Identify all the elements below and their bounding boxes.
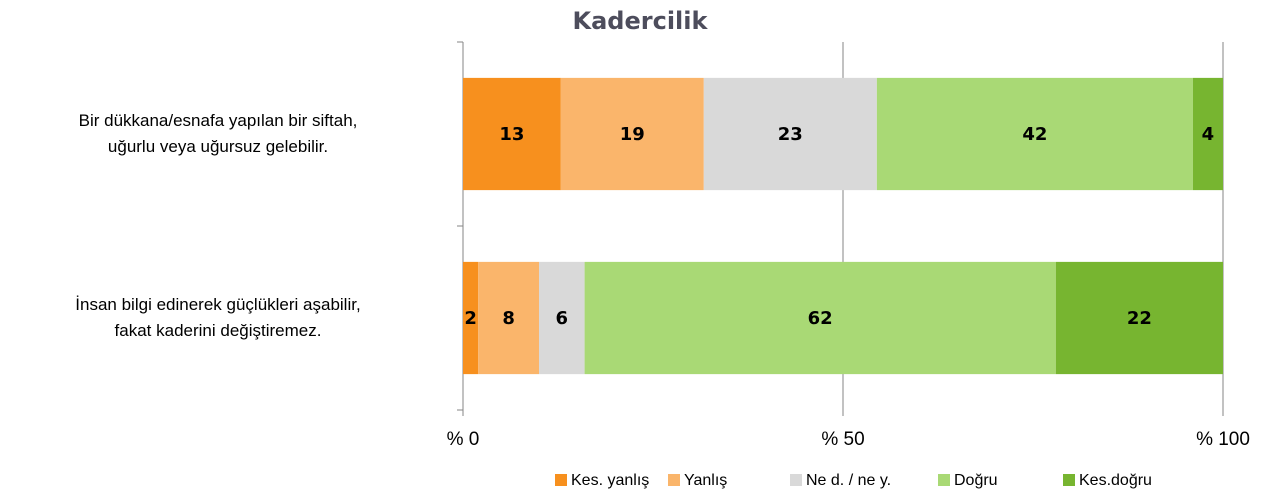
bar-segment [584, 261, 1056, 375]
legend-swatch [938, 474, 950, 486]
data-label: 6 [556, 308, 569, 329]
data-label: 13 [499, 124, 524, 145]
data-label: 23 [778, 124, 803, 145]
legend-label: Ne d. / ne y. [806, 472, 891, 489]
legend-label: Yanlış [684, 472, 727, 489]
y-tick-label: Bir dükkana/esnafa yapılan bir siftah, u… [78, 111, 358, 156]
legend-label: Kes.doğru [1079, 472, 1152, 489]
x-tick-label: % 100 [1196, 429, 1250, 450]
data-label: 19 [620, 124, 645, 145]
data-label: 2 [464, 308, 477, 329]
legend-swatch [790, 474, 802, 486]
bar-segment [539, 261, 585, 375]
data-label: 42 [1022, 124, 1047, 145]
bar-segment [463, 77, 561, 191]
x-tick-label: % 50 [821, 429, 864, 450]
legend-label: Doğru [954, 472, 998, 489]
data-label: 4 [1202, 124, 1215, 145]
chart-title: Kadercilik [573, 7, 709, 35]
legend-label: Kes. yanlış [571, 472, 649, 489]
bar-segment [1192, 77, 1223, 191]
legend-swatch [555, 474, 567, 486]
bar-segment [876, 77, 1193, 191]
x-tick-label: % 0 [447, 429, 480, 450]
bar-segment [703, 77, 877, 191]
data-label: 22 [1127, 308, 1152, 329]
data-label: 62 [808, 308, 833, 329]
y-tick-label: İnsan bilgi edinerek güçlükleri aşabilir… [75, 295, 361, 340]
data-label: 8 [502, 308, 515, 329]
bar-segment [478, 261, 539, 375]
bar-segment [463, 261, 479, 375]
bar-segment [1055, 261, 1223, 375]
bar-segment [560, 77, 704, 191]
legend-swatch [668, 474, 680, 486]
legend-swatch [1063, 474, 1075, 486]
